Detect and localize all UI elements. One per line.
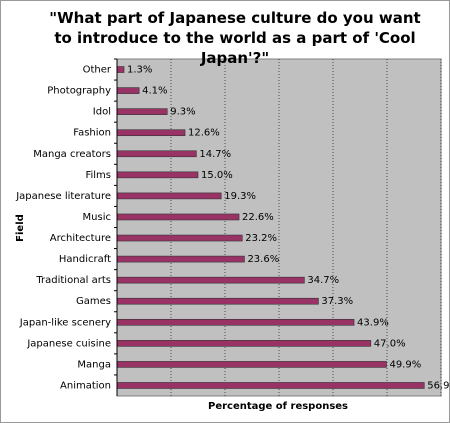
bar — [116, 129, 186, 137]
value-label: 47.0% — [374, 338, 406, 349]
chart-title: "What part of Japanese culture do you wa… — [49, 9, 421, 67]
y-tick-label: Games — [76, 296, 111, 307]
y-tick-label: Handicraft — [59, 254, 111, 265]
bar — [116, 297, 319, 305]
y-tick-label: Films — [85, 170, 111, 181]
bar — [116, 340, 372, 347]
x-axis-label: Percentage of responses — [208, 401, 348, 412]
value-label: 1.3% — [127, 65, 152, 76]
value-label: 14.7% — [199, 149, 231, 160]
value-label: 19.3% — [224, 191, 256, 202]
y-tick-label: Japanese literature — [15, 191, 111, 202]
bar — [116, 361, 387, 368]
value-label: 49.9% — [389, 359, 421, 370]
value-label: 43.9% — [357, 317, 389, 328]
value-label: 23.2% — [245, 233, 277, 244]
bar — [116, 213, 240, 221]
bar — [116, 171, 199, 179]
bar — [116, 382, 425, 389]
y-tick-label: Japanese cuisine — [26, 338, 111, 349]
value-label: 56.9% — [427, 380, 450, 391]
y-tick-label: Idol — [93, 107, 111, 118]
y-tick-label: Manga — [77, 359, 111, 370]
bar — [116, 150, 197, 158]
value-label: 12.6% — [188, 128, 220, 139]
y-tick-label: Other — [83, 65, 112, 76]
bar — [116, 87, 140, 94]
value-label: 4.1% — [142, 86, 167, 97]
value-label: 34.7% — [307, 275, 339, 286]
bar — [116, 255, 245, 263]
bar — [116, 318, 355, 326]
y-tick-label: Traditional arts — [35, 275, 111, 286]
y-tick-label: Japan-like scenery — [19, 317, 111, 328]
value-label: 9.3% — [170, 107, 195, 118]
value-label: 22.6% — [242, 212, 274, 223]
y-tick-label: Photography — [47, 86, 111, 97]
bar — [116, 234, 243, 242]
y-tick-label: Architecture — [50, 233, 111, 244]
bar — [116, 276, 305, 284]
value-label: 23.6% — [247, 254, 279, 265]
y-tick-label: Manga creators — [33, 149, 111, 160]
value-label: 15.0% — [201, 170, 233, 181]
bar — [116, 192, 222, 200]
y-tick-label: Animation — [60, 380, 111, 391]
y-tick-label: Music — [83, 212, 111, 223]
y-tick-label: Fashion — [73, 128, 111, 139]
bar — [116, 108, 168, 115]
y-axis-label: Field — [15, 214, 26, 242]
value-label: 37.3% — [321, 296, 353, 307]
